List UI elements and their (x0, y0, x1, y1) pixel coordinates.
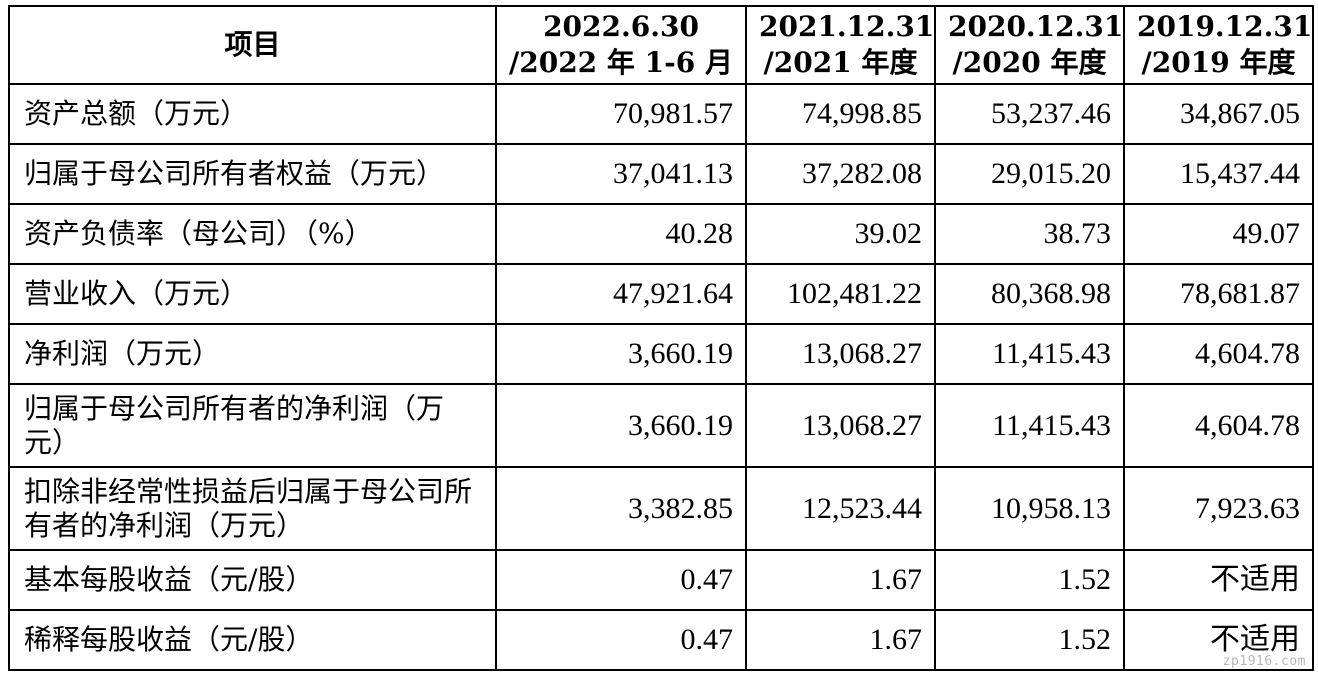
cell-value: 4,604.78 (1123, 383, 1314, 468)
row-label: 资产总额（万元） (8, 83, 497, 145)
cell-value: 3,660.19 (495, 323, 747, 385)
row-label: 资产负债率（母公司）（%） (8, 203, 497, 265)
cell-value: 0.47 (495, 549, 747, 611)
row-label: 稀释每股收益（元/股） (8, 609, 497, 671)
cell-value: 1.67 (745, 609, 936, 671)
cell-value: 47,921.64 (495, 263, 747, 325)
watermark-text: zp1916.com (1222, 654, 1306, 669)
cell-value: 37,282.08 (745, 143, 936, 205)
cell-value: 7,923.63 (1123, 466, 1314, 551)
cell-value: 70,981.57 (495, 83, 747, 145)
cell-value: 49.07 (1123, 203, 1314, 265)
cell-value: 不适用 (1123, 549, 1314, 611)
cell-value: 74,998.85 (745, 83, 936, 145)
cell-value: 80,368.98 (934, 263, 1125, 325)
cell-value: 3,660.19 (495, 383, 747, 468)
cell-value: 78,681.87 (1123, 263, 1314, 325)
cell-value: 53,237.46 (934, 83, 1125, 145)
cell-value: 29,015.20 (934, 143, 1125, 205)
cell-value: 11,415.43 (934, 383, 1125, 468)
row-label: 扣除非经常性损益后归属于母公司所有者的净利润（万元） (8, 466, 497, 551)
cell-value: 34,867.05 (1123, 83, 1314, 145)
header-item: 项目 (8, 5, 497, 85)
row-label: 营业收入（万元） (8, 263, 497, 325)
row-label: 归属于母公司所有者权益（万元） (8, 143, 497, 205)
cell-value: 102,481.22 (745, 263, 936, 325)
table-row: 扣除非经常性损益后归属于母公司所有者的净利润（万元） 3,382.85 12,5… (8, 466, 1314, 551)
cell-value: 40.28 (495, 203, 747, 265)
table-row: 基本每股收益（元/股） 0.47 1.67 1.52 不适用 (8, 549, 1314, 611)
header-2022h1: 2022.6.30 /2022 年 1-6 月 (495, 5, 747, 85)
header-row: 项目 2022.6.30 /2022 年 1-6 月 2021.12.31 /2… (8, 5, 1314, 85)
table-row: 稀释每股收益（元/股） 0.47 1.67 1.52 不适用 (8, 609, 1314, 671)
cell-value: 15,437.44 (1123, 143, 1314, 205)
table-row: 归属于母公司所有者权益（万元） 37,041.13 37,282.08 29,0… (8, 143, 1314, 205)
row-label: 基本每股收益（元/股） (8, 549, 497, 611)
header-2019: 2019.12.31 /2019 年度 (1123, 5, 1314, 85)
cell-value: 4,604.78 (1123, 323, 1314, 385)
row-label: 归属于母公司所有者的净利润（万元） (8, 383, 497, 468)
cell-value: 1.52 (934, 549, 1125, 611)
cell-value: 37,041.13 (495, 143, 747, 205)
cell-value: 39.02 (745, 203, 936, 265)
table-row: 净利润（万元） 3,660.19 13,068.27 11,415.43 4,6… (8, 323, 1314, 385)
table-row: 资产总额（万元） 70,981.57 74,998.85 53,237.46 3… (8, 83, 1314, 145)
cell-value: 38.73 (934, 203, 1125, 265)
table-row: 营业收入（万元） 47,921.64 102,481.22 80,368.98 … (8, 263, 1314, 325)
cell-value: 1.67 (745, 549, 936, 611)
cell-value: 12,523.44 (745, 466, 936, 551)
cell-value: 3,382.85 (495, 466, 747, 551)
row-label: 净利润（万元） (8, 323, 497, 385)
table-row: 资产负债率（母公司）（%） 40.28 39.02 38.73 49.07 (8, 203, 1314, 265)
cell-value: 1.52 (934, 609, 1125, 671)
header-2020: 2020.12.31 /2020 年度 (934, 5, 1125, 85)
header-2021: 2021.12.31 /2021 年度 (745, 5, 936, 85)
cell-value: 11,415.43 (934, 323, 1125, 385)
table-row: 归属于母公司所有者的净利润（万元） 3,660.19 13,068.27 11,… (8, 383, 1314, 468)
cell-value: 13,068.27 (745, 323, 936, 385)
cell-value: 10,958.13 (934, 466, 1125, 551)
cell-value: 13,068.27 (745, 383, 936, 468)
financial-summary-table: 项目 2022.6.30 /2022 年 1-6 月 2021.12.31 /2… (8, 5, 1314, 671)
cell-value: 0.47 (495, 609, 747, 671)
cell-value: 不适用 (1123, 609, 1314, 671)
